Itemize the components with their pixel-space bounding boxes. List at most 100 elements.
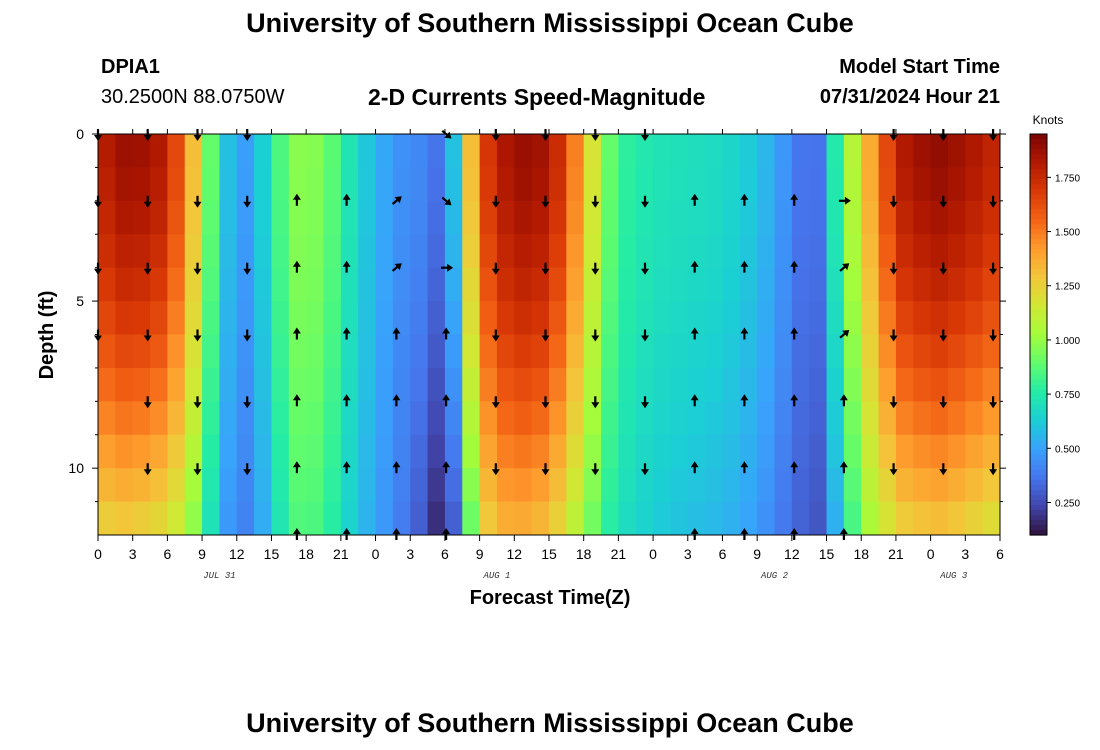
heatmap-cell xyxy=(444,167,463,202)
current-arrow xyxy=(591,262,600,275)
heatmap-cell xyxy=(462,200,481,235)
heatmap-cell xyxy=(601,167,619,202)
heatmap-cell xyxy=(410,200,429,235)
heatmap-cell xyxy=(375,200,394,235)
heatmap-cell xyxy=(514,234,533,269)
heatmap-cell xyxy=(861,267,880,302)
heatmap-cell xyxy=(722,234,741,269)
heatmap-cell xyxy=(843,301,862,336)
heatmap-cell xyxy=(150,434,168,469)
heatmap-cell xyxy=(965,301,984,336)
heatmap-cell xyxy=(635,134,654,169)
x-tick-label: 21 xyxy=(611,546,627,562)
heatmap-cell xyxy=(98,134,116,169)
current-arrow xyxy=(292,193,301,206)
current-arrow xyxy=(193,463,202,476)
x-tick-label: 15 xyxy=(264,546,280,562)
heatmap-cell xyxy=(184,401,203,436)
heatmap-cell xyxy=(982,334,1000,369)
heatmap-cell xyxy=(895,234,914,269)
heatmap-cell xyxy=(98,334,116,369)
heatmap-cell xyxy=(392,434,411,469)
heatmap-cell xyxy=(375,401,394,436)
heatmap-cell xyxy=(340,401,359,436)
heatmap-cell xyxy=(410,401,429,436)
current-arrow xyxy=(541,262,550,275)
heatmap-cell xyxy=(514,501,533,535)
colorbar-segment xyxy=(1030,419,1047,426)
heatmap-cell xyxy=(930,468,949,503)
heatmap-cell xyxy=(132,267,151,302)
current-arrow xyxy=(392,394,401,407)
heatmap-cell xyxy=(566,334,585,369)
colorbar-segment xyxy=(1030,464,1047,471)
colorbar-segment xyxy=(1030,289,1047,295)
current-arrow xyxy=(193,195,202,208)
heatmap-cell xyxy=(913,501,932,535)
colorbar-segment xyxy=(1030,369,1047,376)
heatmap-cell xyxy=(843,367,862,402)
current-arrow xyxy=(838,196,851,205)
heatmap-cell xyxy=(202,267,221,302)
heatmap-cell xyxy=(202,434,221,469)
heatmap-cell xyxy=(965,434,984,469)
heatmap-cell xyxy=(184,234,203,269)
heatmap-cell xyxy=(670,301,689,336)
heatmap-cell xyxy=(826,367,845,402)
heatmap-cell xyxy=(895,401,914,436)
heatmap-cell xyxy=(826,200,845,235)
colorbar-segment xyxy=(1030,469,1047,476)
heatmap-cell xyxy=(184,501,203,535)
heatmap-cell xyxy=(826,167,845,202)
heatmap-cell xyxy=(288,367,307,402)
current-arrow xyxy=(541,396,550,409)
heatmap-cell xyxy=(635,401,654,436)
current-arrow xyxy=(939,463,948,476)
current-arrow xyxy=(491,329,500,342)
heatmap-cell xyxy=(635,468,654,503)
heatmap-cell xyxy=(930,167,949,202)
heatmap-cell xyxy=(98,401,116,436)
heatmap-cell xyxy=(930,434,949,469)
heatmap-cell xyxy=(947,334,966,369)
heatmap-cell xyxy=(410,334,429,369)
heatmap-cell xyxy=(791,334,810,369)
heatmap-cell xyxy=(895,167,914,202)
colorbar: Knots 0.250 0.500 0.750 1.000 1.250 1.500 1.75… xyxy=(1029,113,1080,536)
heatmap-cell xyxy=(705,200,724,235)
heatmap-cell xyxy=(427,167,446,202)
heatmap-cell xyxy=(757,301,776,336)
x-tick-label: 9 xyxy=(198,546,206,562)
heatmap-cell xyxy=(323,367,342,402)
colorbar-segment xyxy=(1030,139,1047,145)
heatmap-cell xyxy=(115,200,134,235)
x-tick-label: 18 xyxy=(298,546,314,562)
heatmap-cell xyxy=(861,367,880,402)
heatmap-cell xyxy=(271,200,290,235)
current-arrow xyxy=(491,262,500,275)
heatmap-cell xyxy=(462,334,481,369)
heatmap-cell xyxy=(167,134,186,169)
heatmap-cell xyxy=(843,234,862,269)
heatmap-cell xyxy=(618,401,637,436)
heatmap-cell xyxy=(583,267,602,302)
heatmap-cell xyxy=(323,501,342,535)
current-arrow xyxy=(591,195,600,208)
colorbar-segment xyxy=(1030,439,1047,446)
current-arrow xyxy=(342,394,351,407)
heatmap-cell xyxy=(739,134,758,169)
heatmap-cell xyxy=(791,234,810,269)
heatmap-cell xyxy=(496,200,515,235)
heatmap-cell xyxy=(618,367,637,402)
heatmap-cell xyxy=(687,134,706,169)
colorbar-segment xyxy=(1030,134,1047,140)
heatmap-cell xyxy=(895,267,914,302)
current-arrow xyxy=(193,329,202,342)
heatmap-cell xyxy=(219,468,238,503)
heatmap-cell xyxy=(288,334,307,369)
heatmap-cell xyxy=(653,200,672,235)
heatmap-cell xyxy=(288,468,307,503)
heatmap-cell xyxy=(479,501,498,535)
heatmap-cell xyxy=(115,167,134,202)
